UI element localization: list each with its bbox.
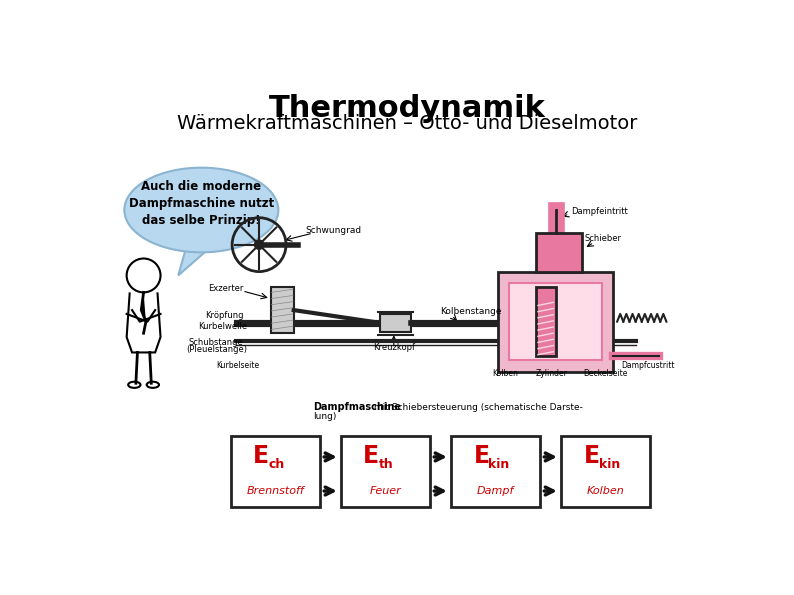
Text: E: E (473, 443, 490, 468)
Text: E: E (253, 443, 269, 468)
Text: Exzerter: Exzerter (208, 284, 244, 293)
Text: Auch die moderne
Dampfmaschine nutzt
das selbe Prinzip!: Auch die moderne Dampfmaschine nutzt das… (129, 180, 274, 227)
Text: kin: kin (599, 458, 620, 471)
Text: (Pleuelstange): (Pleuelstange) (186, 346, 247, 355)
Text: Thermodynamik: Thermodynamik (268, 95, 545, 124)
Circle shape (254, 240, 264, 249)
Text: Kolbenstange: Kolbenstange (440, 307, 502, 316)
Text: Kurbelseite: Kurbelseite (217, 361, 260, 370)
Text: Kreuzkopf: Kreuzkopf (373, 343, 414, 352)
Text: ch: ch (268, 458, 284, 471)
Text: Kolben: Kolben (492, 368, 518, 378)
Text: Deckelseite: Deckelseite (584, 368, 628, 378)
Text: E: E (364, 443, 380, 468)
Bar (498, 271, 613, 372)
Bar (451, 436, 540, 507)
Polygon shape (178, 249, 209, 275)
Text: Dampfmaschine: Dampfmaschine (313, 402, 401, 412)
Text: Schwungrad: Schwungrad (305, 226, 361, 235)
Bar (271, 287, 294, 333)
Text: Zylinder: Zylinder (536, 368, 568, 378)
Bar (536, 287, 556, 356)
Text: Schieber: Schieber (584, 234, 621, 243)
Bar (231, 436, 320, 507)
Text: Schubstange: Schubstange (189, 338, 244, 347)
Text: Feuer: Feuer (370, 486, 402, 496)
Ellipse shape (125, 168, 279, 252)
Text: th: th (379, 458, 393, 471)
Text: mit Schiebersteuerung (schematische Darste-: mit Schiebersteuerung (schematische Dars… (371, 403, 583, 412)
Text: Brennstoff: Brennstoff (247, 486, 304, 496)
Text: Dampfcustritt: Dampfcustritt (621, 361, 674, 370)
Bar (380, 314, 410, 333)
Text: Dampfeintritt: Dampfeintritt (571, 207, 628, 216)
Text: Wärmekraftmaschinen – Otto- und Dieselmotor: Wärmekraftmaschinen – Otto- und Dieselmo… (177, 114, 637, 133)
Bar (536, 233, 583, 271)
Text: Kröpfung: Kröpfung (205, 311, 244, 320)
Text: kin: kin (488, 458, 510, 471)
Bar (341, 436, 430, 507)
Text: Kolben: Kolben (587, 486, 625, 496)
Bar (509, 283, 602, 360)
Text: Kurbelwelle: Kurbelwelle (198, 322, 247, 331)
Text: Dampf: Dampf (477, 486, 515, 496)
Text: E: E (584, 443, 599, 468)
Text: lung): lung) (313, 412, 337, 421)
Bar (561, 436, 650, 507)
Polygon shape (141, 292, 146, 322)
